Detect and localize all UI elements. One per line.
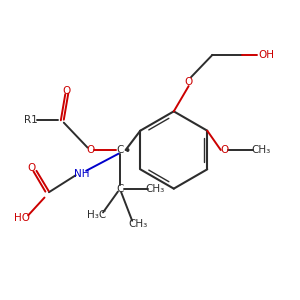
Text: O: O <box>63 85 71 96</box>
Text: O: O <box>27 163 35 173</box>
Text: CH₃: CH₃ <box>128 219 147 229</box>
Text: C: C <box>117 145 124 155</box>
Text: NH: NH <box>74 169 89 179</box>
Text: O: O <box>220 145 228 155</box>
Text: H₃C: H₃C <box>87 210 106 220</box>
Text: R1: R1 <box>24 115 38 125</box>
Text: •: • <box>123 145 130 158</box>
Text: OH: OH <box>258 50 274 60</box>
Text: CH₃: CH₃ <box>252 145 271 155</box>
Text: C: C <box>117 184 124 194</box>
Text: O: O <box>86 145 95 155</box>
Text: HO: HO <box>14 213 30 224</box>
Text: CH₃: CH₃ <box>146 184 165 194</box>
Text: O: O <box>184 76 193 87</box>
